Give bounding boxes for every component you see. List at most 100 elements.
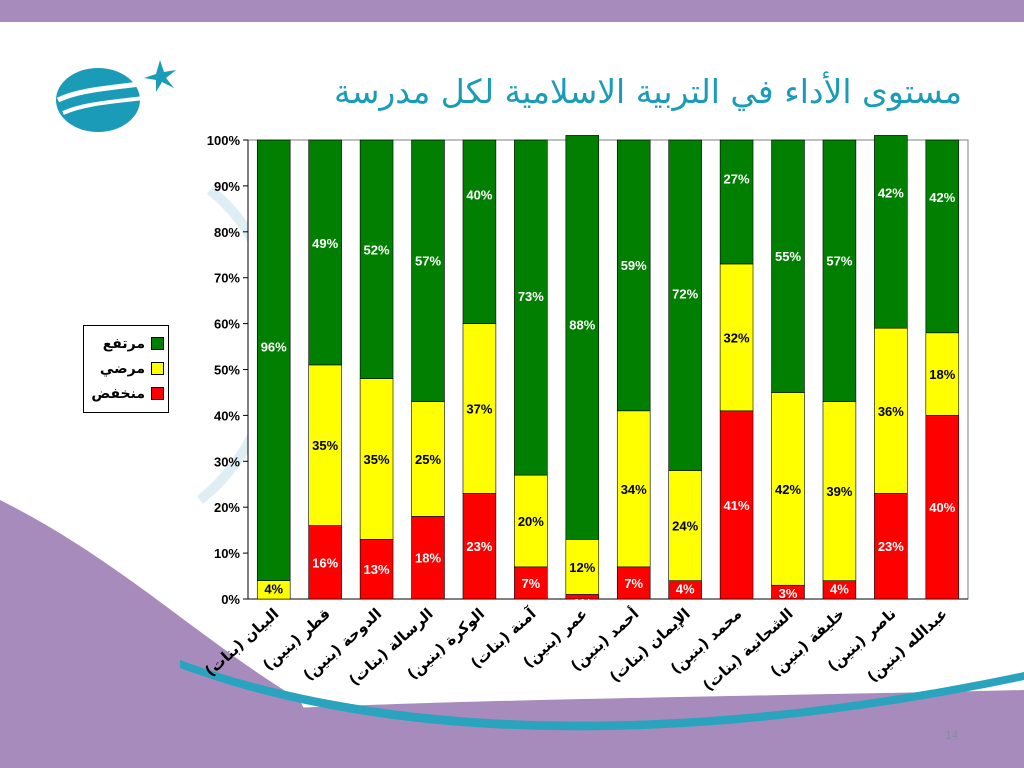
data-label: 41%	[724, 498, 750, 513]
data-label: 13%	[364, 562, 390, 577]
data-label: 24%	[672, 519, 698, 534]
bar-segment	[359, 139, 394, 379]
stylized-globe-star-logo	[56, 60, 176, 132]
data-label: 59%	[621, 258, 647, 273]
x-category-label: الشحانية (بنات)	[699, 605, 796, 695]
y-tick-label: 40%	[214, 408, 240, 423]
data-label: 35%	[364, 452, 390, 467]
bar-segment	[719, 410, 754, 600]
legend-swatch-low	[151, 387, 164, 400]
bar-segment	[308, 364, 342, 526]
data-label: 4%	[830, 582, 849, 597]
data-label: 52%	[364, 243, 390, 258]
y-tick-label: 50%	[214, 363, 240, 378]
bar-segment	[308, 139, 342, 366]
bar-segment	[822, 139, 857, 402]
bar-segment	[925, 415, 960, 600]
bar-segment	[565, 539, 600, 595]
chart-legend: مرتفع مرضي منخفض	[83, 325, 169, 413]
data-label: 35%	[312, 438, 338, 453]
bar-segment	[462, 493, 497, 600]
bar-segment	[874, 493, 908, 600]
bar-segment	[874, 135, 908, 329]
bar-segment	[668, 470, 702, 581]
data-label: 40%	[929, 500, 955, 515]
plot-area	[247, 139, 969, 600]
page-number: 14	[945, 728, 959, 742]
bar-segment	[411, 516, 445, 600]
data-label: 42%	[878, 185, 904, 200]
bar-segment	[565, 135, 600, 540]
bar-segment	[514, 566, 548, 600]
bar-segment	[359, 378, 394, 540]
data-label: 57%	[826, 254, 852, 269]
legend-swatch-satisfactory	[151, 362, 164, 375]
data-label: 4%	[264, 582, 283, 597]
data-label: 73%	[518, 289, 544, 304]
data-label: 55%	[775, 249, 801, 264]
data-label: 7%	[521, 576, 540, 591]
bar-segment	[668, 139, 702, 471]
bar-segment	[925, 332, 960, 416]
data-label: 3%	[779, 586, 798, 601]
y-tick-label: 0%	[221, 592, 240, 607]
legend-item-high: مرتفع	[88, 331, 164, 356]
bar-segment	[308, 525, 342, 600]
data-label: 42%	[775, 482, 801, 497]
data-label: 23%	[466, 539, 492, 554]
data-label: 25%	[415, 452, 441, 467]
bar-segment	[411, 401, 445, 517]
accent-teal-swoosh	[180, 660, 1024, 731]
page-title: مستوى الأداء في التربية الاسلامية لكل مد…	[334, 72, 962, 111]
data-label: 34%	[621, 482, 647, 497]
bar-segment	[925, 139, 960, 334]
data-label: 40%	[466, 188, 492, 203]
data-label: 36%	[878, 404, 904, 419]
bar-segment	[256, 139, 291, 581]
data-label: 16%	[312, 555, 338, 570]
data-label: 42%	[929, 190, 955, 205]
y-tick-label: 100%	[207, 133, 241, 148]
data-label: 49%	[312, 236, 338, 251]
bar-segment	[822, 401, 857, 581]
data-label: 39%	[826, 484, 852, 499]
bar-segment	[411, 139, 445, 402]
data-label: 88%	[569, 317, 595, 332]
data-label: 18%	[929, 367, 955, 382]
data-label: 72%	[672, 287, 698, 302]
y-tick-label: 80%	[214, 225, 240, 240]
bar-segment	[719, 263, 754, 412]
data-label: 37%	[466, 402, 492, 417]
data-label: 96%	[261, 340, 287, 355]
data-label: 4%	[676, 582, 695, 597]
y-tick-label: 90%	[214, 179, 240, 194]
data-label: 20%	[518, 514, 544, 529]
legend-item-low: منخفض	[88, 381, 164, 406]
data-label: 12%	[569, 560, 595, 575]
bottom-purple-band	[0, 690, 1024, 768]
data-label: 57%	[415, 254, 441, 269]
data-label: 7%	[624, 576, 643, 591]
top-band	[0, 0, 1024, 22]
y-tick-label: 60%	[214, 317, 240, 332]
legend-label-low: منخفض	[91, 385, 145, 402]
bar-segment	[462, 323, 497, 494]
bar-segment	[616, 139, 651, 412]
legend-swatch-high	[151, 337, 164, 350]
data-label: 1%	[573, 596, 592, 611]
bar-segment	[874, 327, 908, 494]
data-label: 23%	[878, 539, 904, 554]
legend-item-satisfactory: مرضي	[88, 356, 164, 381]
data-label: 27%	[724, 171, 750, 186]
y-tick-label: 10%	[214, 546, 240, 561]
y-tick-label: 30%	[214, 454, 240, 469]
y-tick-label: 20%	[214, 500, 240, 515]
data-label: 32%	[724, 330, 750, 345]
data-label: 18%	[415, 551, 441, 566]
bar-segment	[514, 139, 548, 476]
bar-segment	[771, 139, 805, 393]
y-tick-label: 70%	[214, 271, 240, 286]
legend-label-high: مرتفع	[102, 335, 145, 352]
